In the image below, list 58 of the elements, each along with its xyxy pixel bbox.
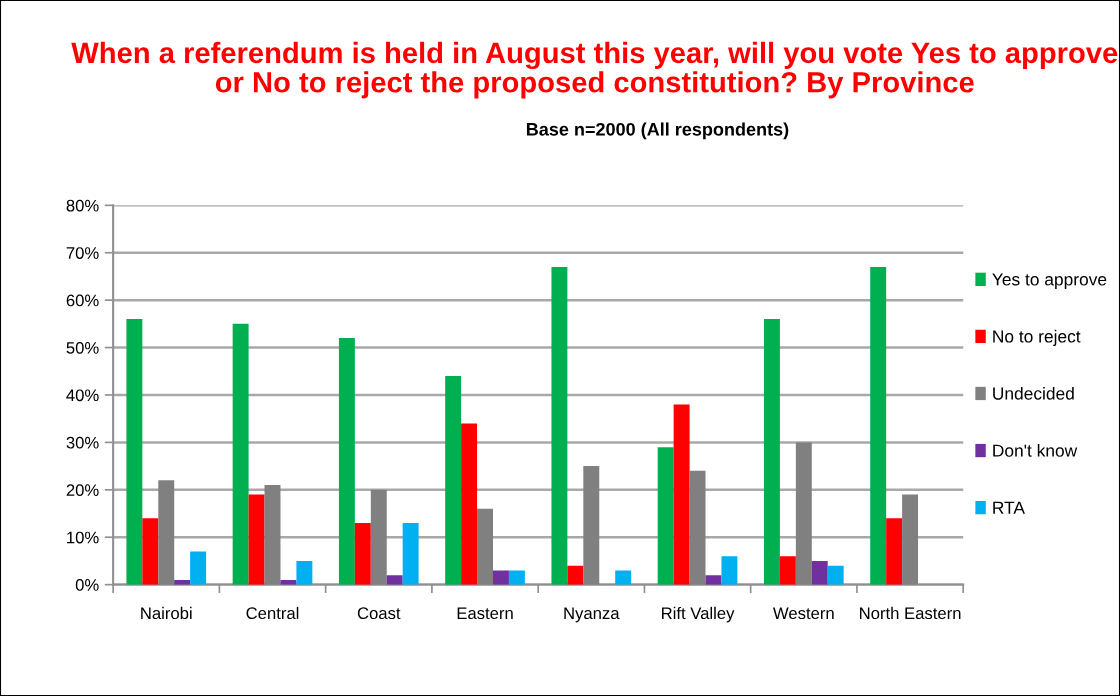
bar [657,447,674,585]
bar [477,508,493,585]
bar [721,556,738,585]
bar [673,404,690,585]
x-tick-label: Nyanza [564,607,620,623]
bar [551,266,568,585]
y-tick-label: 70% [66,247,99,259]
bar [615,570,632,585]
x-tick-label: Nairobi [141,606,192,620]
bar [445,376,462,585]
bar [296,560,313,585]
bar [827,565,844,585]
legend-label: Undecided [993,386,1074,400]
bar [264,485,281,585]
x-tick-label: Coast [357,607,401,620]
bar [689,470,706,585]
bar [354,523,371,585]
y-tick-label: 20% [66,484,99,497]
bar [567,565,584,585]
bar [870,266,887,585]
chart-subtitle: Base n=2000 (All respondents) [526,122,789,140]
bar [338,338,355,585]
bar [886,518,903,585]
bar [902,494,919,585]
y-tick-label: 40% [66,389,99,402]
bar [493,570,509,585]
bar [386,575,403,585]
bar [779,556,796,585]
y-tick-label: 10% [67,531,99,544]
bar [795,442,812,585]
bar [811,560,828,585]
legend-label: RTA [993,501,1025,514]
chart-title: When a referendum is held in August this year, will you vote Yes to approve or No to reject the proposed constitution? By Province [71,41,1118,99]
y-tick-label: 0% [75,579,99,591]
bar [190,551,207,585]
bar [370,489,387,585]
x-tick-label: Rift Valley [662,606,735,623]
bar [508,570,525,585]
bar [142,518,159,585]
bar [232,323,249,585]
bar [763,319,780,585]
bar [158,480,175,585]
y-tick-label: 80% [66,199,99,212]
bar [248,494,265,585]
legend-label: No to reject [993,329,1081,347]
x-tick-label: Central [246,606,299,620]
y-tick-label: 60% [66,294,99,307]
bar [583,466,600,585]
legend-label: Yes to approve [992,273,1107,289]
x-tick-label: Eastern [457,607,513,620]
y-tick-label: 50% [66,341,99,354]
bar [126,319,143,585]
x-tick-label: North Eastern [860,606,961,620]
legend-label: Don't know [993,444,1078,457]
y-tick-label: 30% [66,436,99,449]
bar [402,523,419,585]
x-tick-label: Western [773,607,834,620]
bar [461,423,478,585]
